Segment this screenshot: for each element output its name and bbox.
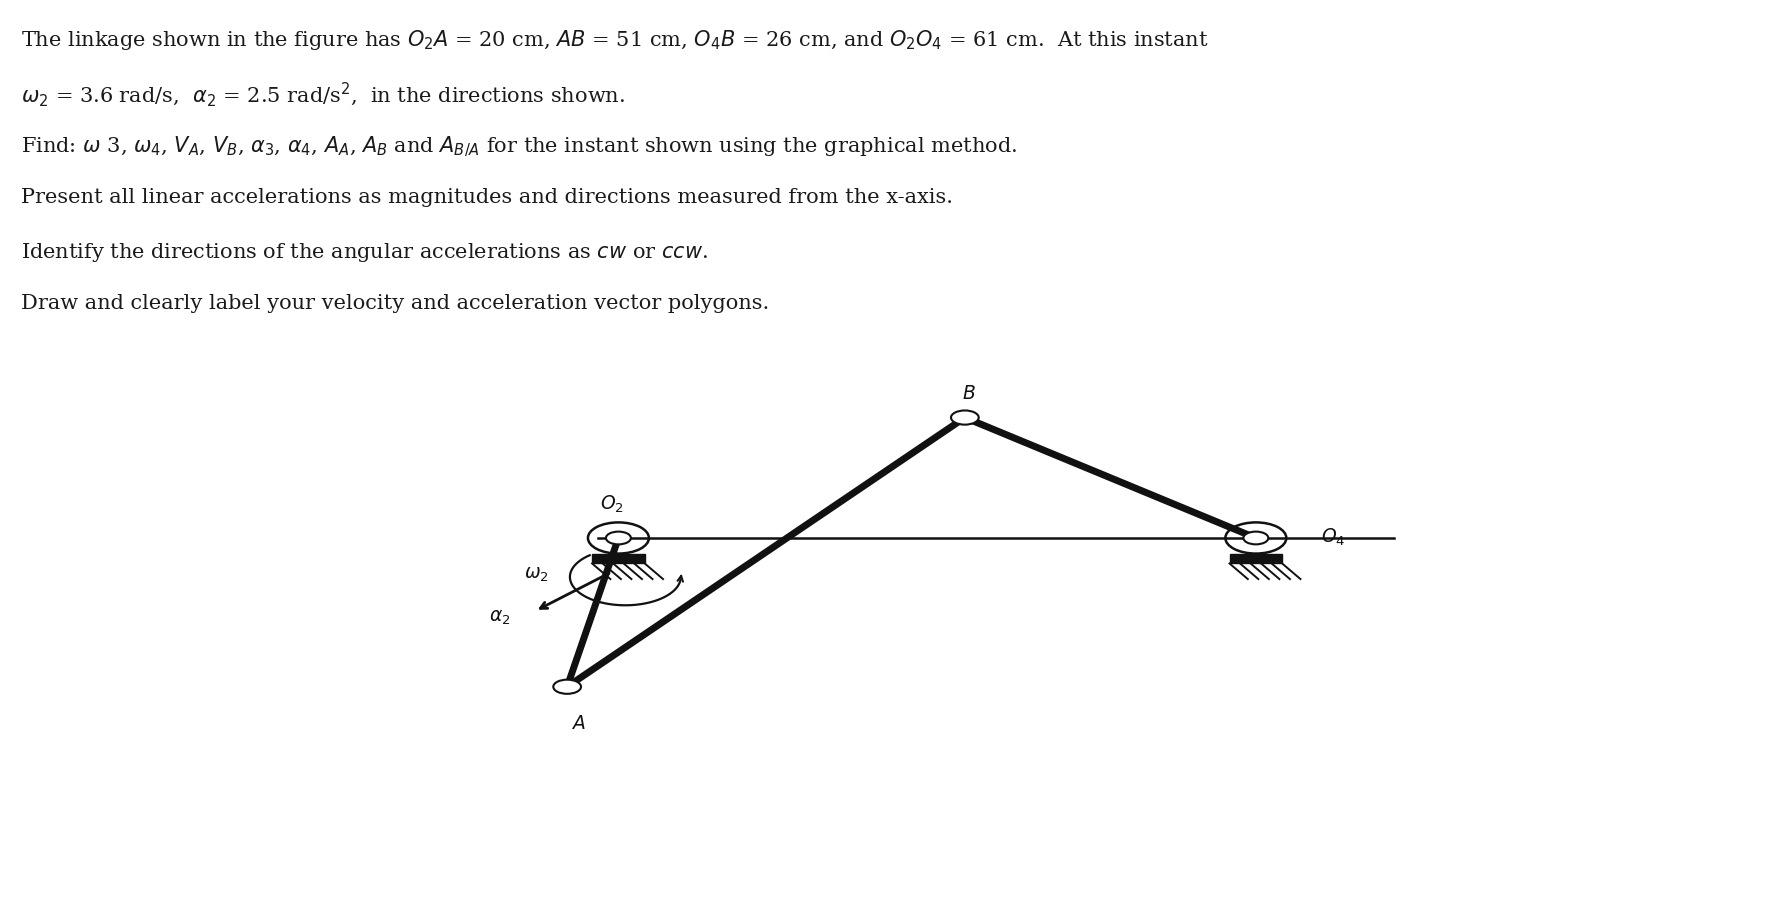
Text: $O_2$: $O_2$ bbox=[599, 494, 624, 515]
Text: $A$: $A$ bbox=[570, 714, 585, 732]
Text: Identify the directions of the angular accelerations as $\mathit{cw}$ or $\mathi: Identify the directions of the angular a… bbox=[21, 241, 708, 264]
Text: Draw and clearly label your velocity and acceleration vector polygons.: Draw and clearly label your velocity and… bbox=[21, 294, 769, 313]
Bar bbox=[1230, 554, 1282, 564]
Text: Find: $\omega$ 3, $\omega_4$, $V_A$, $V_B$, $\alpha_3$, $\alpha_4$, $A_A$, $A_B$: Find: $\omega$ 3, $\omega_4$, $V_A$, $V_… bbox=[21, 134, 1017, 158]
Text: $\omega_2$: $\omega_2$ bbox=[524, 564, 549, 583]
Text: $O_4$: $O_4$ bbox=[1321, 527, 1345, 548]
Text: $\omega_2$ = 3.6 rad/s,  $\alpha_2$ = 2.5 rad/s$^2$,  in the directions shown.: $\omega_2$ = 3.6 rad/s, $\alpha_2$ = 2.5… bbox=[21, 81, 626, 109]
Bar bbox=[592, 554, 645, 564]
Text: Present all linear accelerations as magnitudes and directions measured from the : Present all linear accelerations as magn… bbox=[21, 187, 953, 207]
Circle shape bbox=[951, 411, 978, 425]
Text: The linkage shown in the figure has $O_2A$ = 20 cm, $AB$ = 51 cm, $O_4B$ = 26 cm: The linkage shown in the figure has $O_2… bbox=[21, 28, 1209, 51]
Circle shape bbox=[606, 532, 631, 545]
Text: $\alpha_2$: $\alpha_2$ bbox=[488, 607, 510, 626]
Text: $B$: $B$ bbox=[962, 384, 976, 403]
Circle shape bbox=[1243, 532, 1268, 545]
Circle shape bbox=[552, 680, 581, 694]
